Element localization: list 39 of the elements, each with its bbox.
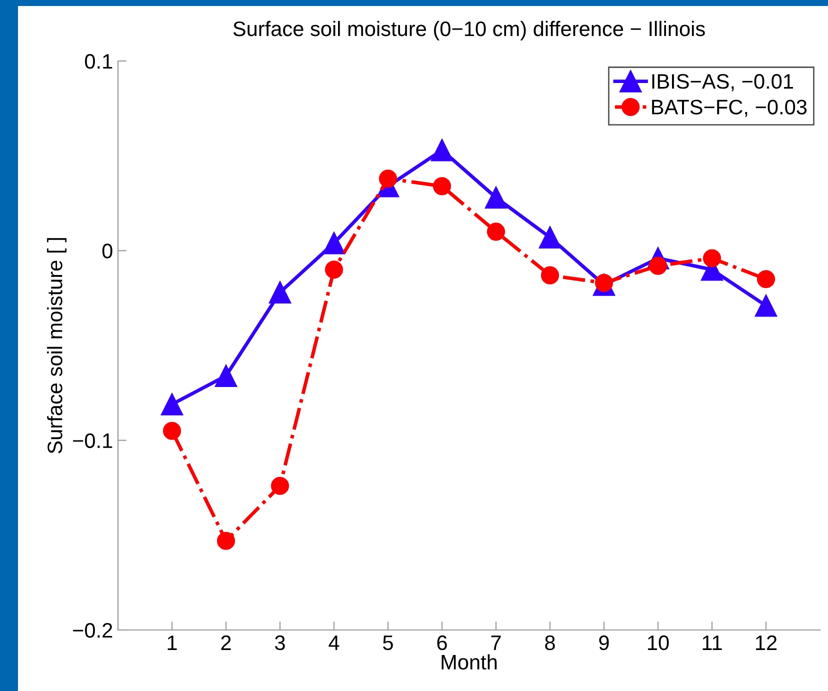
y-axis-title: Surface soil moisture [ ]	[47, 238, 66, 454]
y-tick-label: −0.1	[73, 433, 112, 448]
x-tick-label: 11	[702, 636, 722, 650]
y-tick-label: 0.1	[84, 54, 112, 69]
point	[484, 186, 508, 209]
point	[160, 393, 184, 416]
x-tick-label: 9	[599, 635, 609, 650]
point	[432, 177, 452, 196]
point	[702, 249, 722, 268]
point	[756, 270, 776, 288]
x-tick-label: 8	[545, 635, 555, 650]
point	[216, 532, 236, 550]
x-tick-label: 1	[168, 636, 177, 650]
x-tick-label: 5	[383, 636, 393, 650]
y-tick-label: 0	[102, 244, 112, 258]
point	[322, 232, 346, 254]
x-tick-label: 4	[328, 636, 340, 650]
legend-label: IBIS−AS, −0.01	[652, 74, 793, 92]
point	[378, 170, 398, 188]
x-tick-label: 3	[275, 635, 285, 650]
x-axis-title: Month	[442, 654, 497, 670]
x-tick-label: 10	[648, 635, 669, 650]
legend-label: BATS−FC, −0.03	[652, 100, 807, 117]
point	[214, 364, 238, 387]
x-tick-label: 7	[491, 636, 501, 650]
point	[538, 226, 562, 248]
point	[754, 294, 778, 317]
chart-title: Surface soil moisture (0−10 cm) difference − Illinois	[233, 20, 705, 40]
x-tick-label: 6	[437, 635, 447, 650]
y-tick-label: −0.2	[73, 623, 112, 638]
x-tick-label: 12	[756, 635, 777, 650]
point	[540, 266, 560, 284]
point	[486, 222, 506, 241]
point	[268, 281, 292, 304]
point	[270, 476, 290, 495]
point	[162, 422, 182, 440]
point	[324, 260, 344, 279]
point	[430, 139, 454, 162]
x-tick-label: 2	[221, 635, 231, 650]
